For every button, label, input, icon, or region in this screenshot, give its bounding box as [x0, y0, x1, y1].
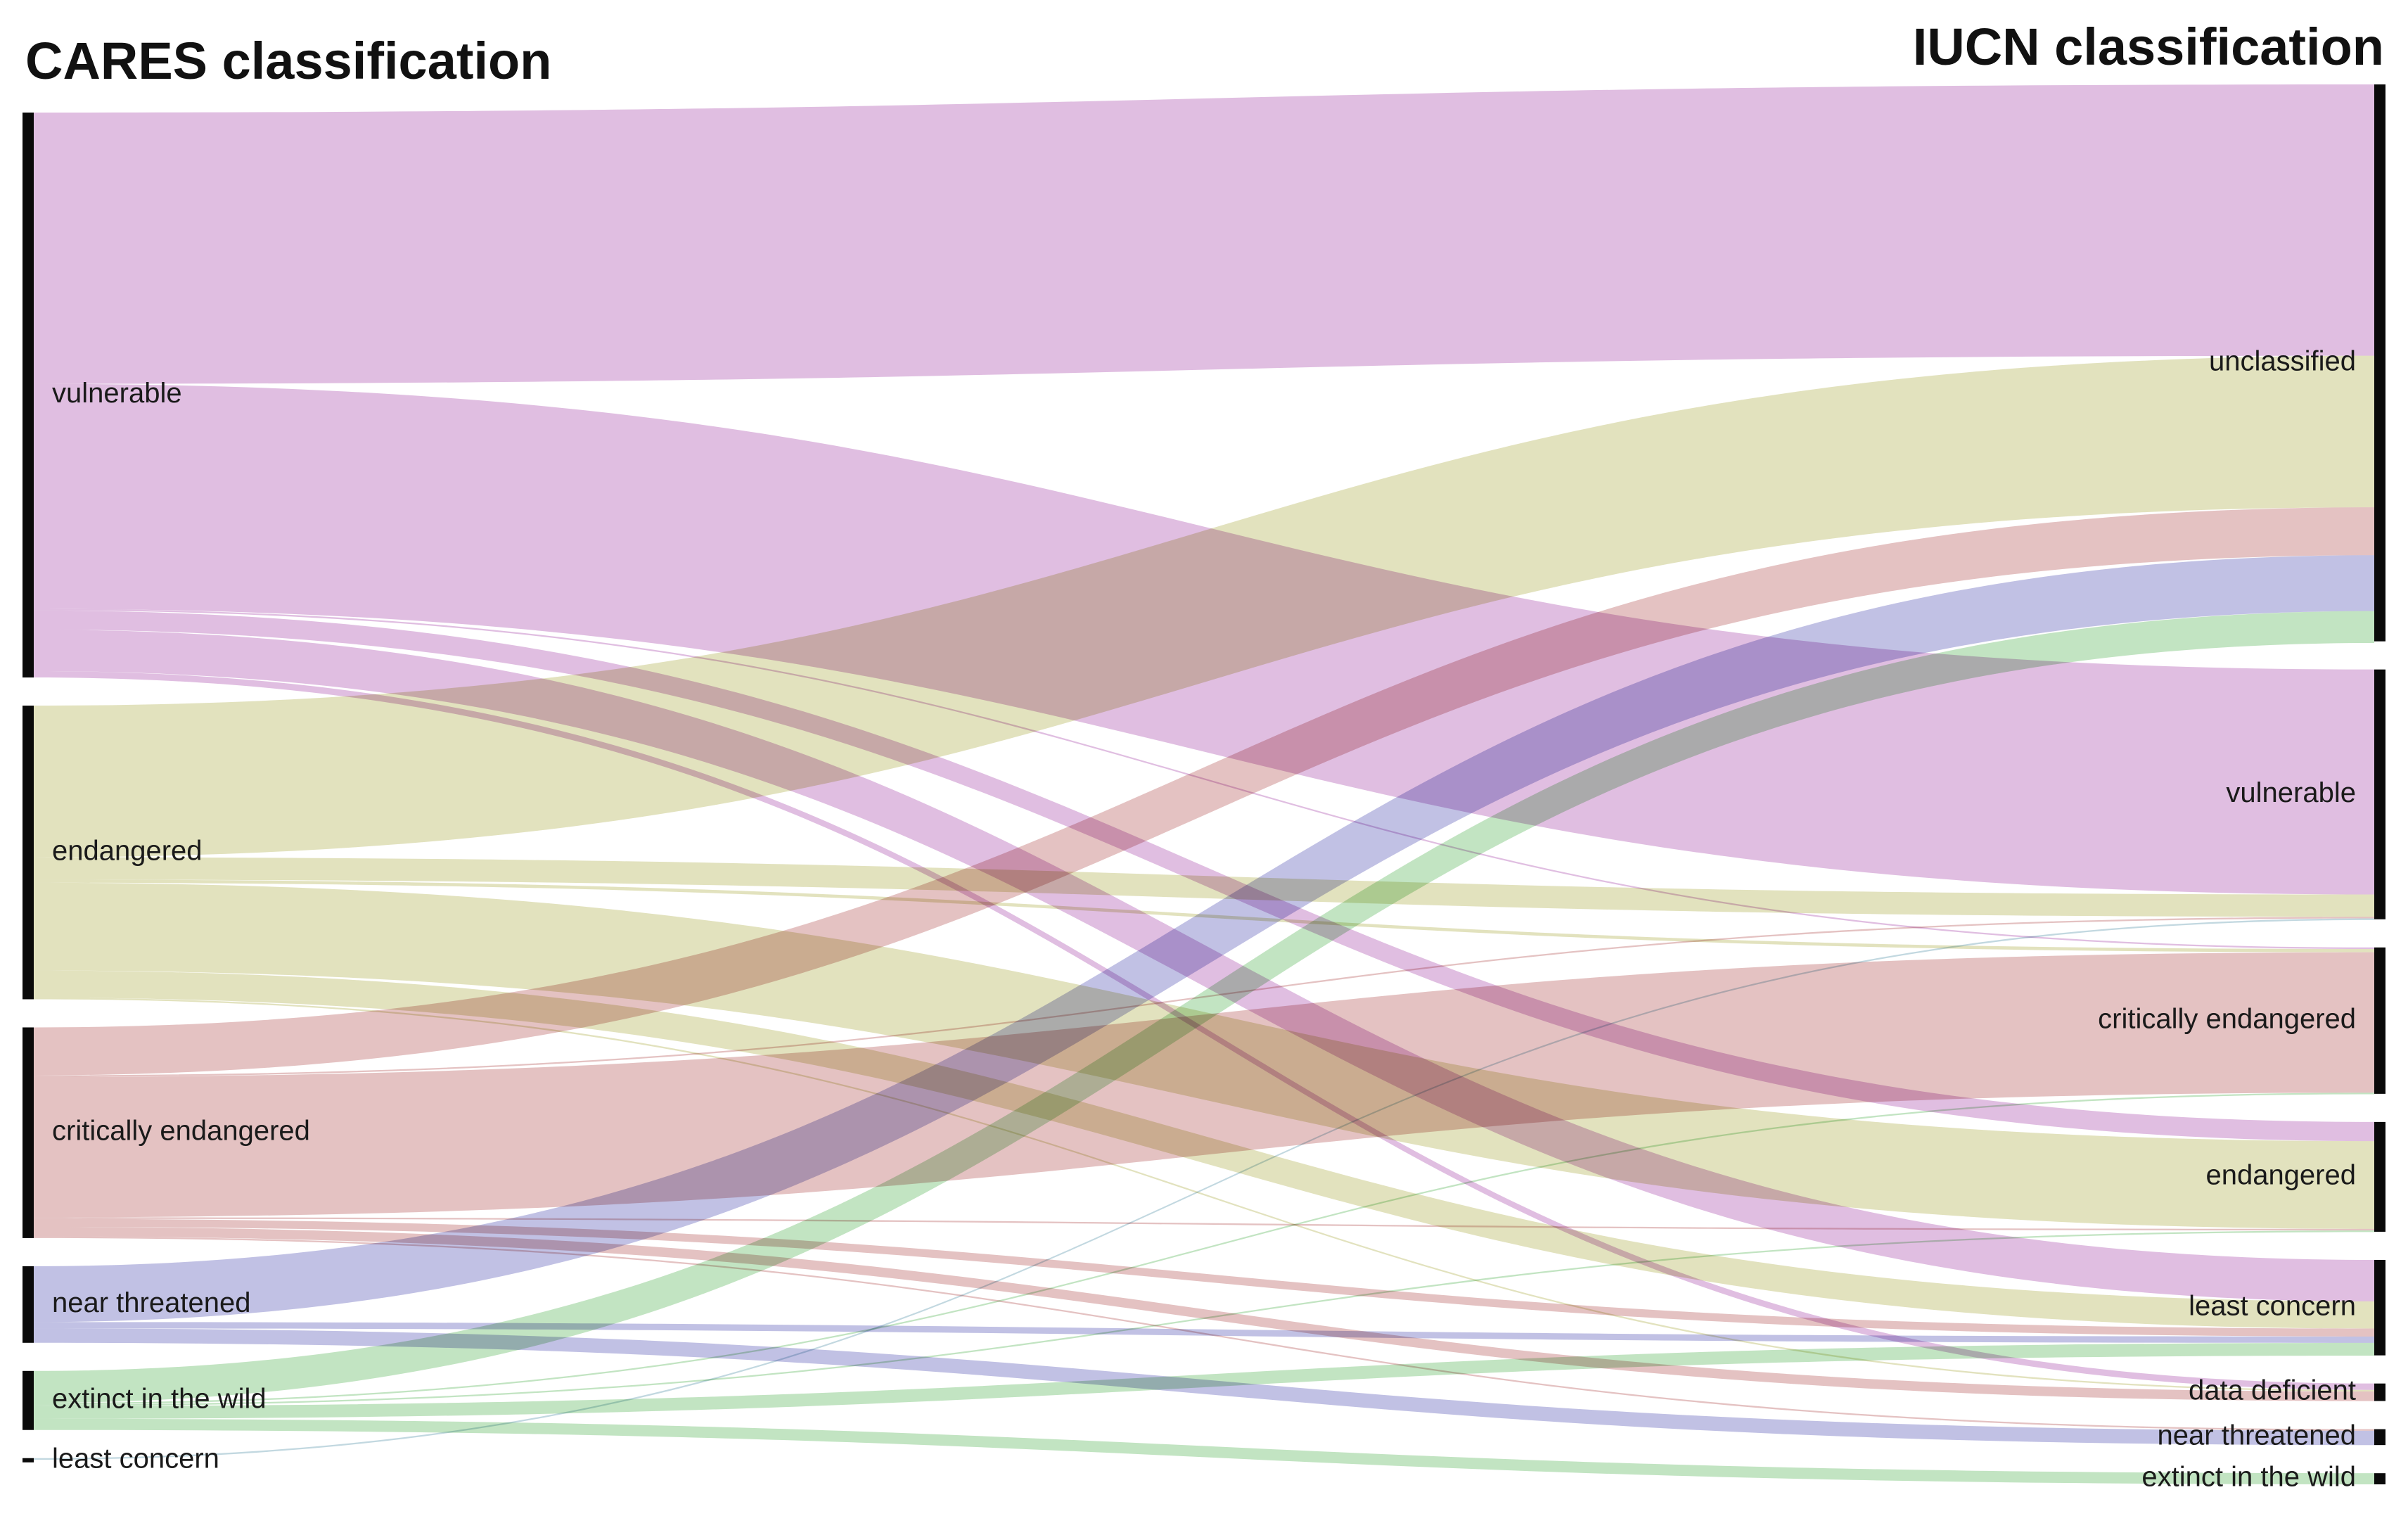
- flow-near-threatened-to-least-concern: [34, 1322, 2374, 1343]
- left-label-vulnerable: vulnerable: [52, 378, 182, 409]
- flow-extinct-in-the-wild-to-unclassified: [34, 611, 2374, 1403]
- flow-endangered-to-data-deficient: [34, 998, 2374, 1392]
- left-label-extinct-in-the-wild: extinct in the wild: [52, 1383, 267, 1414]
- flow-extinct-in-the-wild-to-endangered: [34, 1230, 2374, 1406]
- right-node-unclassified: [2374, 84, 2385, 642]
- flow-endangered-to-vulnerable: [34, 857, 2374, 917]
- left-title: CARES classification: [25, 32, 551, 90]
- flow-extinct-in-the-wild-to-least-concern: [34, 1342, 2374, 1419]
- left-label-least-concern: least concern: [52, 1443, 219, 1474]
- labels-layer: vulnerable endangered critically endangere…: [52, 345, 2356, 1492]
- flow-critically-endangered-to-critically-endangered: [34, 952, 2374, 1218]
- right-label-least-concern: least concern: [2189, 1290, 2356, 1321]
- flow-critically-endangered-to-unclassified: [34, 507, 2374, 1076]
- flows-layer: [34, 84, 2374, 1485]
- flow-extinct-in-the-wild-to-critically-endangered: [34, 1093, 2374, 1405]
- right-title: IUCN classification: [1913, 18, 2384, 76]
- left-node-least-concern: [23, 1458, 34, 1463]
- flow-vulnerable-to-unclassified: [34, 84, 2374, 384]
- right-node-near-threatened: [2374, 1429, 2385, 1446]
- right-label-endangered: endangered: [2205, 1159, 2356, 1190]
- right-label-critically-endangered: critically endangered: [2098, 1003, 2356, 1034]
- left-node-near-threatened: [23, 1266, 34, 1343]
- right-node-data-deficient: [2374, 1383, 2385, 1401]
- right-label-near-threatened: near threatened: [2158, 1420, 2356, 1451]
- flow-least-concern-to-vulnerable: [34, 918, 2374, 1460]
- flow-critically-endangered-to-least-concern: [34, 1218, 2374, 1337]
- flow-critically-endangered-to-endangered: [34, 1217, 2374, 1231]
- left-node-critically-endangered: [23, 1027, 34, 1238]
- right-label-unclassified: unclassified: [2209, 345, 2356, 376]
- left-node-endangered: [23, 706, 34, 1000]
- right-label-vulnerable: vulnerable: [2226, 777, 2356, 808]
- left-label-near-threatened: near threatened: [52, 1287, 250, 1318]
- flow-extinct-in-the-wild-to-extinct-in-the-wild: [34, 1418, 2374, 1485]
- flow-vulnerable-to-endangered: [34, 610, 2374, 1142]
- left-node-vulnerable: [23, 113, 34, 678]
- right-node-extinct-in-the-wild: [2374, 1473, 2385, 1484]
- right-label-data-deficient: data deficient: [2189, 1375, 2356, 1406]
- right-node-vulnerable: [2374, 669, 2385, 919]
- flow-near-threatened-to-unclassified: [34, 555, 2374, 1323]
- left-label-critically-endangered: critically endangered: [52, 1116, 310, 1147]
- nodes-layer: [23, 84, 2385, 1484]
- flow-endangered-to-unclassified: [34, 355, 2374, 858]
- flow-critically-endangered-to-data-deficient: [34, 1227, 2374, 1401]
- right-label-extinct-in-the-wild: extinct in the wild: [2141, 1462, 2356, 1493]
- left-node-extinct-in-the-wild: [23, 1370, 34, 1430]
- right-node-endangered: [2374, 1121, 2385, 1232]
- right-node-least-concern: [2374, 1259, 2385, 1356]
- left-label-endangered: endangered: [52, 835, 203, 866]
- right-node-critically-endangered: [2374, 947, 2385, 1094]
